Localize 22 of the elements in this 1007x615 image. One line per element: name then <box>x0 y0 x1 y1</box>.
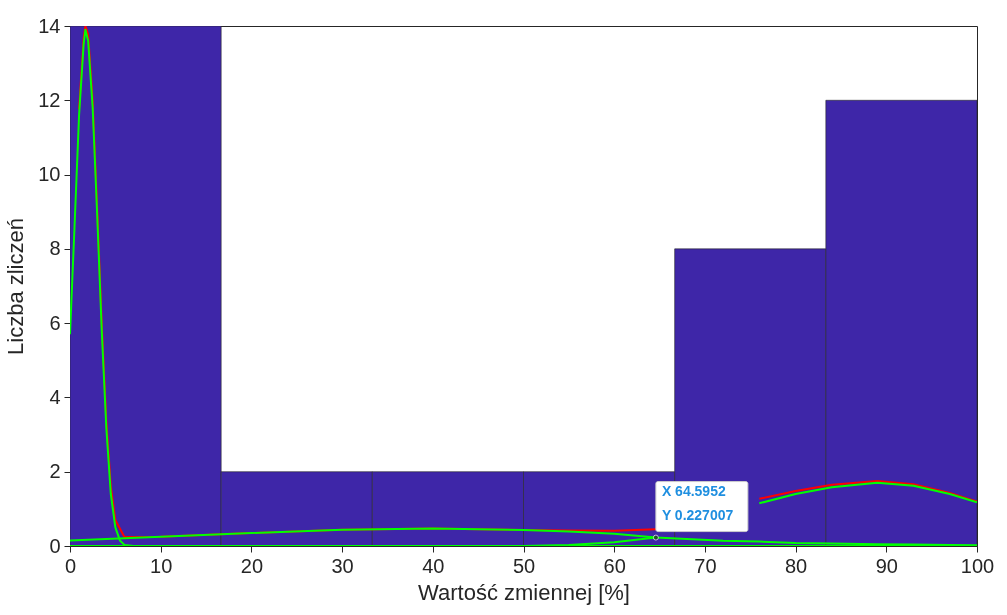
y-axis-title: Liczba zliczeń <box>3 218 29 355</box>
x-tick-label: 0 <box>64 554 77 577</box>
x-tick-label: 50 <box>512 554 536 577</box>
y-tick-label: 12 <box>38 88 61 111</box>
annotation: X 64.5952 Y 0.227007 <box>661 482 734 523</box>
x-tick-label: 90 <box>875 554 898 577</box>
x-tick-label: 80 <box>784 554 808 577</box>
x-tick-label: 70 <box>694 554 717 577</box>
x-axis-title: Wartość zmiennej [%] <box>418 579 630 605</box>
y-tick-label: 4 <box>49 385 61 408</box>
x-tick-label: 100 <box>960 554 995 577</box>
y-tick-label: 14 <box>38 14 61 37</box>
y-tick-label: 0 <box>49 534 61 557</box>
x-tick-label: 60 <box>603 554 626 577</box>
x-tick-label: 30 <box>331 554 354 577</box>
x-tick-label: 40 <box>422 554 445 577</box>
y-tick-label: 6 <box>49 311 61 334</box>
x-tick-label: 20 <box>240 554 264 577</box>
y-tick-label: 10 <box>38 163 61 186</box>
y-tick-label: 2 <box>49 460 61 483</box>
y-tick-label: 8 <box>49 237 61 260</box>
x-tick-label: 10 <box>150 554 173 577</box>
